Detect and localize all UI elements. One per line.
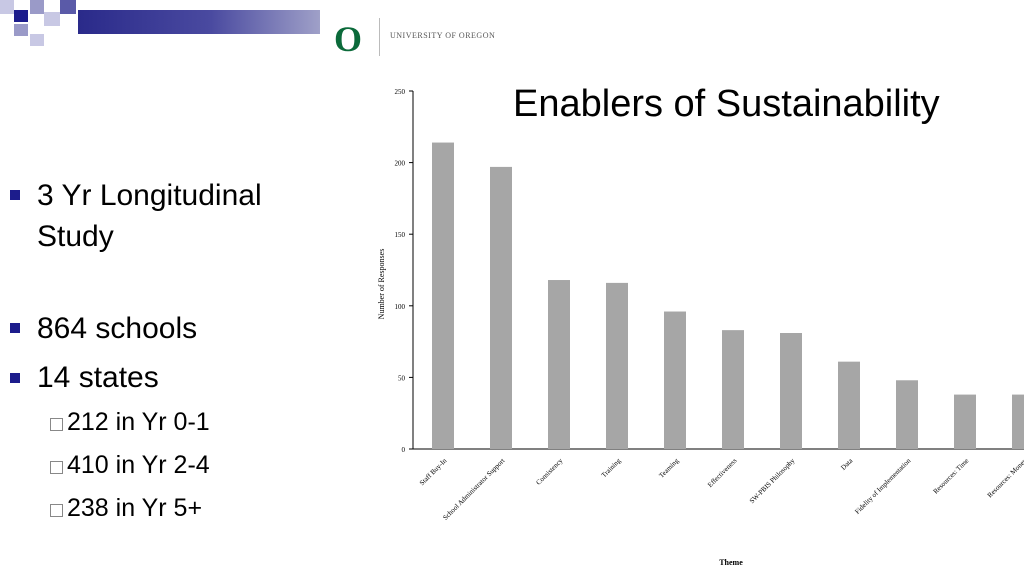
- bullet-square-icon: [10, 373, 20, 383]
- y-axis-label: Number of Responses: [377, 249, 386, 320]
- bullet-item: 3 Yr Longitudinal: [37, 179, 262, 212]
- bar: [490, 166, 512, 449]
- x-tick-label: Resources: Money: [986, 456, 1024, 499]
- bullet-square-icon: [10, 190, 20, 200]
- x-tick-label: Effectiveness: [706, 457, 738, 489]
- bar: [954, 394, 976, 449]
- sub-bullet-item: 212 in Yr 0-1: [67, 408, 210, 436]
- x-tick-label: Staff Buy-In: [418, 456, 449, 487]
- bullet-item: 14 states: [37, 361, 159, 394]
- y-tick-label: 0: [402, 446, 406, 454]
- x-tick-label: School Administrator Support: [441, 457, 506, 522]
- decorative-squares: [0, 0, 80, 50]
- y-tick-label: 100: [395, 303, 406, 311]
- x-tick-label: Training: [600, 456, 623, 479]
- bar: [606, 282, 628, 449]
- logo-divider: [379, 18, 380, 56]
- bullet-item-continued: Study: [37, 220, 114, 253]
- x-tick-label: Consistency: [535, 456, 565, 486]
- x-tick-label: Data: [839, 456, 855, 472]
- x-tick-label: Teaming: [658, 456, 681, 479]
- sub-bullet-item: 410 in Yr 2-4: [67, 451, 210, 479]
- bar: [838, 361, 860, 449]
- bullet-square-icon: [10, 323, 20, 333]
- bar: [1012, 394, 1024, 449]
- hollow-square-bullet-icon: [50, 504, 63, 517]
- header-bar: [78, 10, 320, 34]
- x-tick-label: Fidelity of Implementation: [853, 456, 912, 515]
- hollow-square-bullet-icon: [50, 461, 63, 474]
- bar: [722, 330, 744, 449]
- bar: [664, 311, 686, 449]
- hollow-square-bullet-icon: [50, 418, 63, 431]
- y-tick-label: 250: [395, 88, 406, 96]
- chart-title: Enablers of Sustainability: [513, 83, 940, 125]
- bar-chart: Enablers of Sustainability Number of Res…: [377, 83, 1024, 567]
- y-tick-label: 50: [398, 374, 406, 382]
- svg-text:O: O: [334, 20, 362, 56]
- bar: [896, 380, 918, 449]
- y-tick-label: 200: [395, 160, 406, 168]
- bullet-item: 864 schools: [37, 312, 198, 345]
- sub-bullet-item: 238 in Yr 5+: [67, 494, 203, 522]
- y-tick-label: 150: [395, 231, 406, 239]
- x-tick-label: Resources: Time: [932, 457, 971, 496]
- university-logo: O: [334, 20, 362, 56]
- x-tick-label: SW-PBIS Philosophy: [748, 456, 797, 505]
- x-axis-label: Theme: [719, 558, 743, 567]
- university-name: UNIVERSITY OF OREGON: [390, 31, 496, 40]
- bar: [780, 333, 802, 449]
- bar: [548, 280, 570, 449]
- bar: [432, 142, 454, 449]
